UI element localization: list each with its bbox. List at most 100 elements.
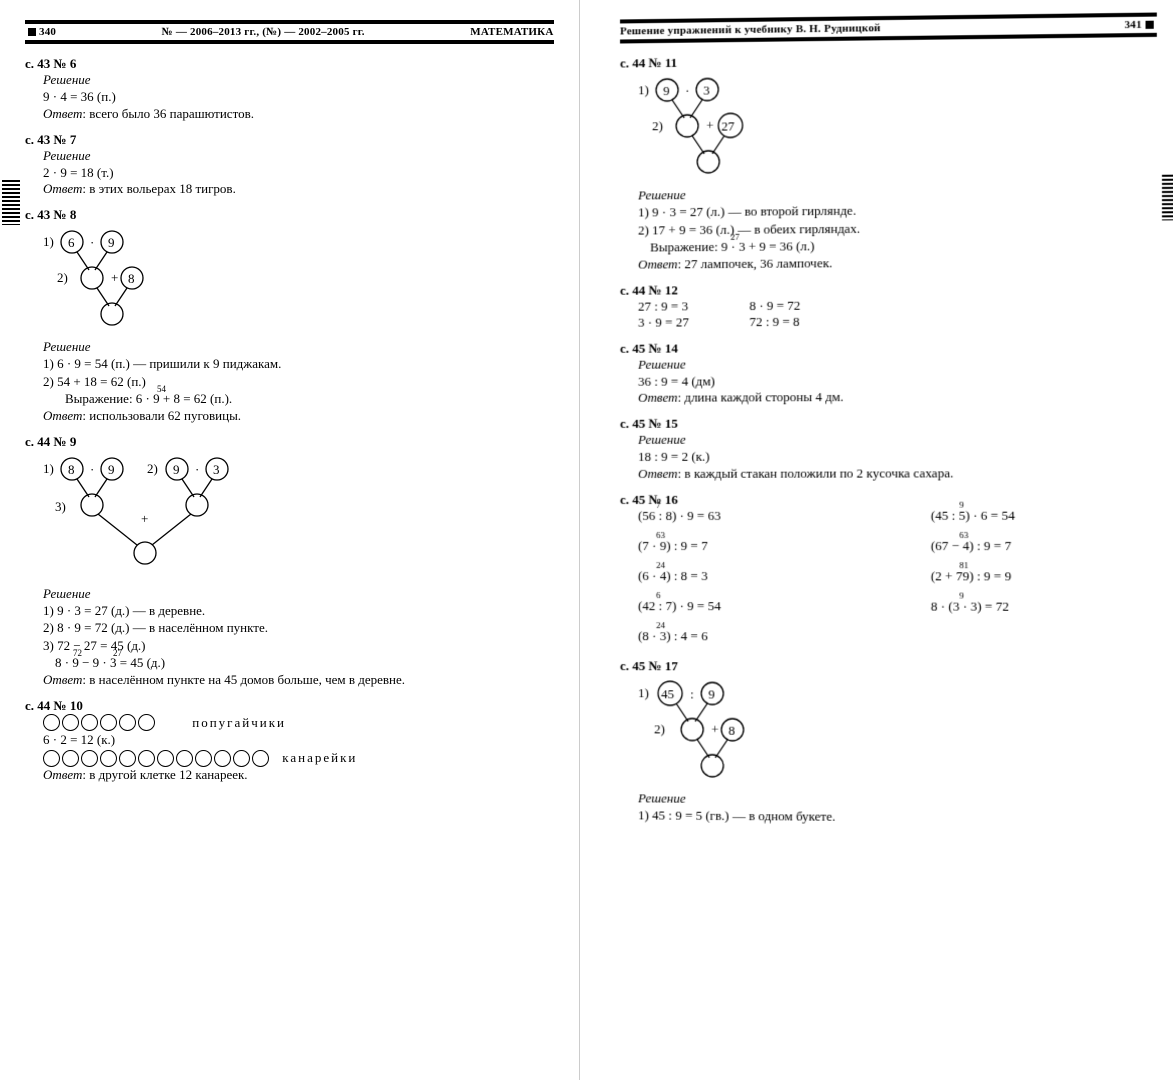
- header-mid: № — 2006–2013 гг., (№) — 2002–2005 гг.: [162, 26, 365, 38]
- page-number: 341: [1124, 19, 1156, 32]
- problem-11: с. 44 № 11 1) 9 · 3 2) + 27 Решение 1) 9…: [620, 49, 1156, 272]
- svg-text:9: 9: [108, 235, 115, 250]
- barcode-icon: [1161, 175, 1173, 221]
- problem-16: с. 45 № 16 7(56 : 8) · 9 = 639(45 : 5) ·…: [620, 491, 1156, 645]
- solution-label: Решение: [43, 586, 554, 602]
- expr-line: 72 27 8 · 9 − 9 · 3 = 45 (д.): [55, 654, 554, 672]
- eq-line: 2) 54 + 18 = 62 (п.): [43, 373, 554, 391]
- expr-line: 54 Выражение: 6 · 9 + 8 = 62 (п.).: [65, 390, 554, 408]
- problem-8: с. 43 № 8 1) 6 · 9 2) + 8 Решение 1) 6 ·…: [25, 207, 554, 424]
- svg-text:2): 2): [57, 270, 68, 285]
- circles-row: канарейки: [43, 749, 554, 767]
- svg-text:9: 9: [663, 83, 670, 98]
- solution-label: Решение: [638, 431, 1156, 448]
- svg-text:2): 2): [652, 118, 663, 133]
- solution-label: Решение: [43, 339, 554, 355]
- tree-diagram: 1) 8 · 9 2) 9 · 3 3) +: [37, 453, 277, 583]
- svg-text:9: 9: [708, 686, 715, 701]
- problem-title: с. 45 № 17: [620, 658, 1156, 676]
- svg-text:+: +: [111, 270, 118, 285]
- svg-text:9: 9: [173, 462, 180, 477]
- svg-text:3): 3): [55, 499, 66, 514]
- svg-text:·: ·: [195, 462, 199, 477]
- svg-text:·: ·: [685, 83, 689, 98]
- svg-text:6: 6: [68, 235, 75, 250]
- problem-17: с. 45 № 17 1) 45 : 9 2) + 8 Решение 1) 4…: [620, 658, 1156, 828]
- problem-title: с. 45 № 15: [620, 414, 1156, 432]
- two-column: 27 : 9 = 3 3 · 9 = 27 8 · 9 = 72 72 : 9 …: [638, 295, 1156, 330]
- answer: Ответ: использовали 62 пуговицы.: [43, 408, 554, 424]
- answer: Ответ: в этих вольерах 18 тигров.: [43, 181, 554, 197]
- problem-title: с. 43 № 7: [25, 132, 554, 148]
- eq-line: 1) 45 : 9 = 5 (гв.) — в одном букете.: [638, 806, 1156, 827]
- page-number: 340: [25, 26, 56, 38]
- problem-title: с. 44 № 10: [25, 698, 554, 714]
- right-page: Решение упражнений к учебнику В. Н. Рудн…: [580, 0, 1173, 1088]
- header-left: Решение упражнений к учебнику В. Н. Рудн…: [620, 22, 881, 37]
- header-right: МАТЕМАТИКА: [470, 26, 553, 38]
- svg-text:1): 1): [43, 234, 54, 249]
- eq-line: 2) 8 · 9 = 72 (д.) — в населённом пункте…: [43, 619, 554, 637]
- svg-text:+: +: [711, 721, 718, 736]
- problem-title: с. 43 № 6: [25, 56, 554, 72]
- solution-label: Решение: [43, 72, 554, 88]
- answer: Ответ: в населённом пункте на 45 домов б…: [43, 672, 554, 688]
- svg-text:27: 27: [721, 118, 735, 133]
- problem-title: с. 44 № 9: [25, 434, 554, 450]
- answer: Ответ: в другой клетке 12 канареек.: [43, 767, 554, 783]
- eq-line: 1) 6 · 9 = 54 (п.) — пришили к 9 пиджака…: [43, 355, 554, 373]
- tree-diagram: 1) 6 · 9 2) + 8: [37, 226, 197, 336]
- problem-15: с. 45 № 15 Решение 18 : 9 = 2 (к.) Ответ…: [620, 414, 1156, 481]
- eq-line: 72 : 9 = 8: [749, 313, 800, 329]
- eq-line: 3 · 9 = 27: [638, 314, 689, 330]
- problem-10: с. 44 № 10 попугайчики 6 · 2 = 12 (к.) к…: [25, 698, 554, 783]
- problem-7: с. 43 № 7 Решение 2 · 9 = 18 (т.) Ответ:…: [25, 132, 554, 198]
- eq-grid: 7(56 : 8) · 9 = 639(45 : 5) · 6 = 5463(7…: [638, 507, 1156, 645]
- tree-diagram: 1) 9 · 3 2) + 27: [632, 73, 793, 185]
- eq-line: 36 : 9 = 4 (дм): [638, 370, 1156, 390]
- svg-text:3: 3: [213, 462, 220, 477]
- problem-9: с. 44 № 9 1) 8 · 9 2) 9 · 3 3) + Решение…: [25, 434, 554, 688]
- eq-line: 8 · 9 = 72: [749, 297, 800, 313]
- svg-text:+: +: [141, 511, 148, 526]
- answer: Ответ: в каждый стакан положили по 2 кус…: [638, 465, 1156, 482]
- problem-title: с. 43 № 8: [25, 207, 554, 223]
- svg-text:8: 8: [128, 271, 135, 286]
- svg-text:2): 2): [654, 721, 665, 736]
- svg-text:2): 2): [147, 461, 158, 476]
- eq-line: 6 · 2 = 12 (к.): [43, 731, 554, 749]
- svg-text:·: ·: [90, 462, 94, 477]
- svg-text:3: 3: [703, 83, 710, 98]
- left-header: 340 № — 2006–2013 гг., (№) — 2002–2005 г…: [25, 20, 554, 44]
- tree-diagram: 1) 45 : 9 2) + 8: [632, 677, 793, 788]
- problem-12: с. 44 № 12 27 : 9 = 3 3 · 9 = 27 8 · 9 =…: [620, 279, 1156, 330]
- svg-text:1): 1): [43, 461, 54, 476]
- eq-line: 2 · 9 = 18 (т.): [43, 164, 554, 182]
- problem-title: с. 45 № 16: [620, 491, 1156, 508]
- circles-row: попугайчики: [43, 714, 554, 732]
- svg-text:·: ·: [90, 235, 94, 250]
- left-page: 340 № — 2006–2013 гг., (№) — 2002–2005 г…: [0, 0, 580, 1080]
- svg-text::: :: [690, 686, 694, 701]
- right-header: Решение упражнений к учебнику В. Н. Рудн…: [620, 13, 1156, 44]
- expr-line: 27 Выражение: 9 · 3 + 9 = 36 (л.): [650, 235, 1156, 256]
- svg-text:1): 1): [638, 82, 649, 97]
- answer: Ответ: всего было 36 парашютистов.: [43, 106, 554, 122]
- barcode-icon: [2, 180, 20, 225]
- answer: Ответ: длина каждой стороны 4 дм.: [638, 388, 1156, 406]
- svg-text:45: 45: [661, 686, 674, 701]
- problem-6: с. 43 № 6 Решение 9 · 4 = 36 (п.) Ответ:…: [25, 56, 554, 122]
- eq-line: 18 : 9 = 2 (к.): [638, 447, 1156, 466]
- svg-text:1): 1): [638, 685, 649, 700]
- svg-text:8: 8: [68, 462, 75, 477]
- solution-label: Решение: [43, 148, 554, 164]
- eq-line: 9 · 4 = 36 (п.): [43, 88, 554, 106]
- page-spread: 340 № — 2006–2013 гг., (№) — 2002–2005 г…: [0, 0, 1173, 1080]
- problem-14: с. 45 № 14 Решение 36 : 9 = 4 (дм) Ответ…: [620, 338, 1156, 406]
- eq-line: 27 : 9 = 3: [638, 298, 689, 314]
- problem-title: с. 44 № 11: [620, 49, 1156, 71]
- eq-line: 1) 9 · 3 = 27 (д.) — в деревне.: [43, 602, 554, 620]
- svg-text:9: 9: [108, 462, 115, 477]
- svg-text:8: 8: [728, 722, 735, 737]
- svg-text:+: +: [706, 118, 713, 133]
